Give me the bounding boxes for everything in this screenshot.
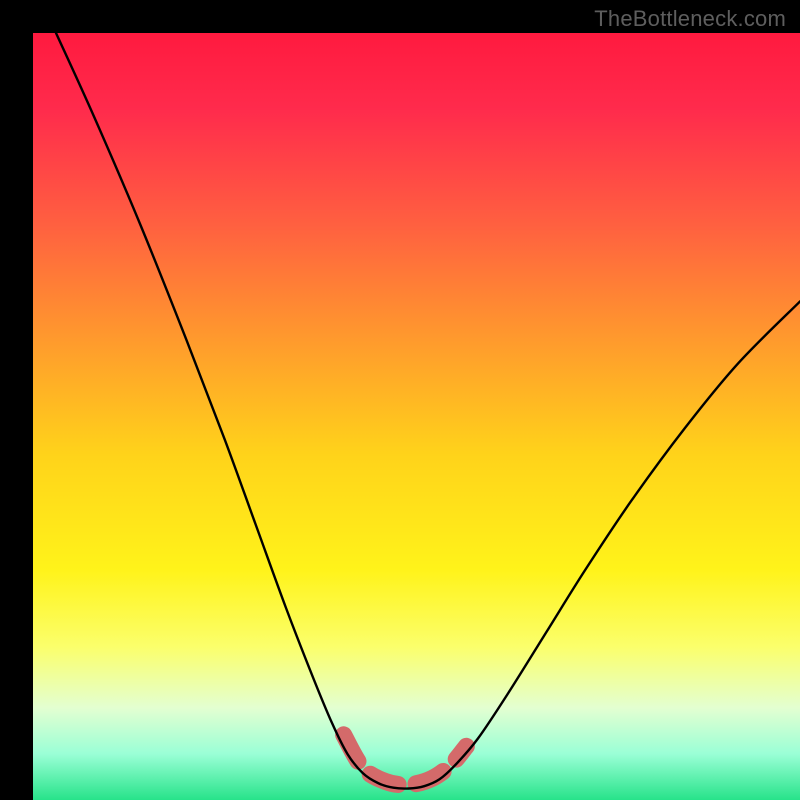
watermark-text: TheBottleneck.com: [594, 6, 786, 32]
plot-background: [33, 33, 800, 800]
bottleneck-curve-chart: [0, 0, 800, 800]
chart-canvas: TheBottleneck.com: [0, 0, 800, 800]
